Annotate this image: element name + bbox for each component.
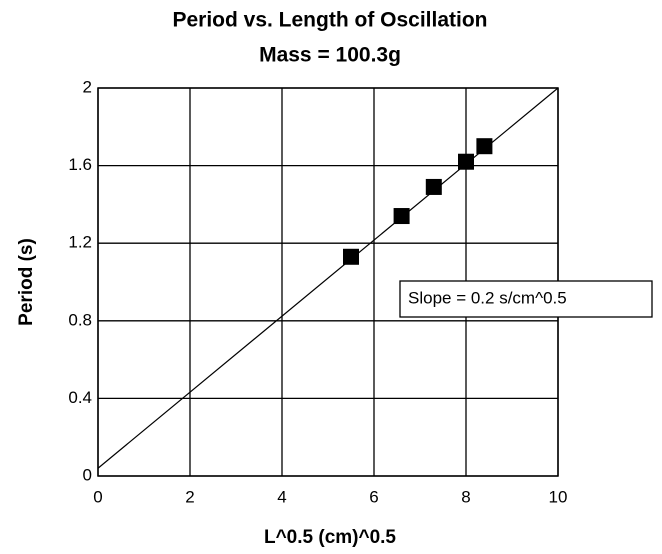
- data-point: [425, 178, 442, 195]
- x-axis-label: L^0.5 (cm)^0.5: [264, 527, 396, 548]
- y-tick-label: 2: [83, 77, 92, 96]
- data-point: [393, 208, 410, 225]
- annotation: Slope = 0.2 s/cm^0.5: [408, 288, 567, 307]
- annotation-box: [399, 280, 653, 318]
- chart-subtitle: Mass = 100.3g: [259, 44, 401, 67]
- x-tick-label: 0: [93, 487, 102, 506]
- data-point: [476, 138, 493, 155]
- x-tick-label: 10: [549, 487, 568, 506]
- y-axis-label: Period (s): [16, 238, 37, 326]
- data-point: [458, 153, 474, 170]
- y-tick-label: 1.6: [68, 155, 92, 174]
- y-tick-label: 0: [83, 465, 92, 484]
- y-tick-label: 0.4: [68, 388, 92, 407]
- y-tick-label: 0.8: [68, 310, 92, 329]
- data-point: [343, 248, 359, 265]
- y-tick-label: 1.2: [68, 233, 92, 252]
- x-tick-label: 2: [185, 487, 194, 506]
- chart-title: Period vs. Length of Oscillation: [172, 9, 487, 32]
- x-tick-label: 4: [277, 487, 286, 506]
- x-tick-label: 8: [461, 487, 470, 506]
- x-tick-label: 6: [369, 487, 378, 506]
